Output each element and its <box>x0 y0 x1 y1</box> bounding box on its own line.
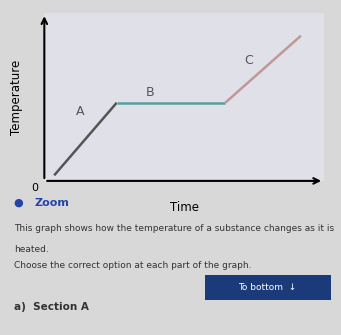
Text: C: C <box>244 54 253 67</box>
Text: B: B <box>145 86 154 99</box>
Text: Time: Time <box>169 201 199 214</box>
Text: 0: 0 <box>31 183 38 193</box>
Text: a)  Section A: a) Section A <box>14 302 89 312</box>
Text: Choose the correct option at each part of the graph.: Choose the correct option at each part o… <box>14 261 251 270</box>
Text: heated.: heated. <box>14 245 48 254</box>
Text: Temperature: Temperature <box>10 60 23 135</box>
Text: ●: ● <box>14 198 24 208</box>
Text: To bottom  ↓: To bottom ↓ <box>239 283 297 292</box>
Text: This graph shows how the temperature of a substance changes as it is: This graph shows how the temperature of … <box>14 224 334 233</box>
Text: Zoom: Zoom <box>34 198 69 208</box>
Text: A: A <box>76 105 85 118</box>
